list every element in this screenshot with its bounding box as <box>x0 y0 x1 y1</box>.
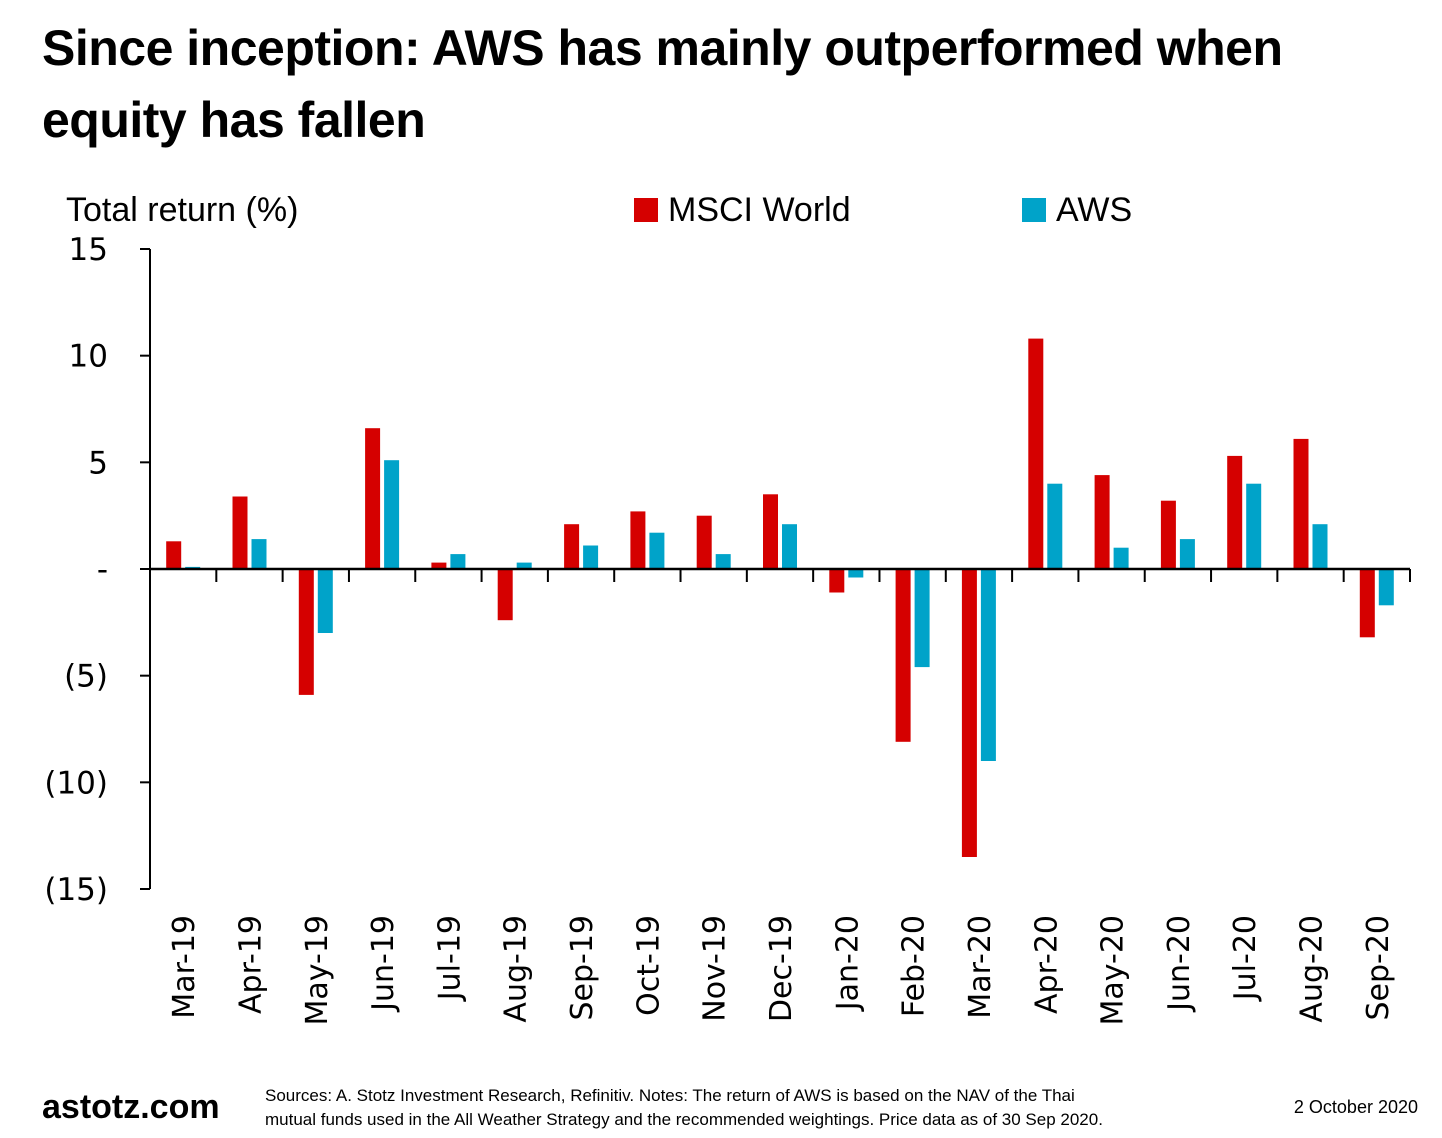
bar-msci-world-jul-19 <box>431 562 447 569</box>
chart-title: Since inception: AWS has mainly outperfo… <box>42 20 1283 148</box>
bar-msci-world-aug-19 <box>497 569 513 621</box>
source-notes-line-1: Sources: A. Stotz Investment Research, R… <box>265 1086 1075 1105</box>
x-tick-label: Aug-19 <box>499 915 534 1023</box>
axes-layer <box>140 248 1411 890</box>
bar-aws-may-19 <box>317 569 333 633</box>
x-tick-label: Jul-20 <box>1228 915 1263 1002</box>
bar-msci-world-nov-19 <box>696 515 712 569</box>
x-tick-label: Oct-19 <box>631 915 666 1016</box>
x-tick-label: Mar-20 <box>963 915 998 1019</box>
bar-msci-world-mar-19 <box>166 541 182 569</box>
x-tick-label: Jun-20 <box>1162 915 1197 1013</box>
bar-msci-world-feb-20 <box>895 569 911 742</box>
bar-aws-sep-19 <box>583 545 599 569</box>
legend-label-aws: AWS <box>1056 191 1133 229</box>
y-tick-label: (10) <box>44 765 108 801</box>
bar-msci-world-jun-20 <box>1160 500 1176 569</box>
bar-msci-world-jul-20 <box>1227 455 1243 569</box>
bar-aws-aug-20 <box>1312 524 1328 569</box>
y-tick-label: 10 <box>69 339 108 375</box>
source-notes-line-2: mutual funds used in the All Weather Str… <box>265 1110 1103 1129</box>
bar-msci-world-apr-20 <box>1028 338 1044 569</box>
x-tick-label: Jul-19 <box>432 915 467 1002</box>
x-tick-label: Sep-19 <box>565 915 600 1021</box>
bar-aws-feb-20 <box>914 569 930 668</box>
bar-aws-apr-20 <box>1047 483 1063 569</box>
y-tick-label: 15 <box>69 232 108 268</box>
x-tick-labels: Mar-19 Apr-19 May-19 Jun-19 Jul-19 Aug-19 Sep-… <box>167 915 1396 1026</box>
bars-layer <box>166 338 1394 857</box>
bar-msci-world-jan-20 <box>829 569 845 593</box>
legend-item-msci-world: MSCI World <box>634 190 851 230</box>
y-tick-label: - <box>97 552 108 588</box>
bar-msci-world-oct-19 <box>630 511 646 569</box>
bar-aws-mar-20 <box>980 569 996 761</box>
bar-msci-world-dec-19 <box>763 494 778 569</box>
bar-msci-world-may-19 <box>298 569 314 695</box>
y-axis-label: Total return (%) <box>66 191 299 229</box>
bar-aws-jun-20 <box>1179 539 1195 569</box>
legend-swatch-aws <box>1022 198 1046 222</box>
x-tick-label: Sep-20 <box>1361 915 1396 1021</box>
bar-aws-sep-20 <box>1378 569 1394 606</box>
bar-msci-world-sep-20 <box>1359 569 1375 638</box>
y-tick-label: (15) <box>44 872 108 908</box>
y-tick-label: (5) <box>64 659 108 695</box>
bar-aws-oct-19 <box>649 532 665 569</box>
bar-aws-nov-19 <box>715 554 731 569</box>
bar-msci-world-mar-20 <box>961 569 977 857</box>
x-tick-label: Feb-20 <box>897 915 932 1017</box>
bar-msci-world-sep-19 <box>564 524 580 569</box>
source-notes: Sources: A. Stotz Investment Research, R… <box>265 1084 1255 1132</box>
x-tick-label: Jan-20 <box>830 915 865 1012</box>
x-tick-label: May-20 <box>1096 915 1131 1026</box>
y-tick-labels: 15 10 5 - (5) (10) (15) <box>44 232 108 908</box>
bar-msci-world-apr-19 <box>232 496 248 569</box>
x-tick-label: Dec-19 <box>764 915 799 1022</box>
bar-aws-dec-19 <box>782 524 797 569</box>
publication-date: 2 October 2020 <box>1293 1097 1418 1117</box>
x-tick-label: Aug-20 <box>1295 915 1330 1023</box>
bar-msci-world-aug-20 <box>1293 438 1309 569</box>
bar-aws-jan-20 <box>848 569 864 578</box>
bar-aws-apr-19 <box>251 539 267 569</box>
x-tick-label: May-19 <box>300 915 335 1026</box>
brand-logo-text: astotz.com <box>42 1088 220 1126</box>
bar-aws-may-20 <box>1113 547 1129 569</box>
bar-aws-aug-19 <box>516 562 532 569</box>
x-tick-label: Mar-19 <box>167 915 202 1019</box>
x-tick-label: Nov-19 <box>698 915 733 1022</box>
bar-aws-jul-20 <box>1246 483 1262 569</box>
legend-label-msci-world: MSCI World <box>668 191 851 229</box>
legend-swatch-msci-world <box>634 198 658 222</box>
legend-item-aws: AWS <box>1022 190 1132 230</box>
y-tick-label: 5 <box>88 445 108 481</box>
bar-aws-jun-19 <box>384 460 400 569</box>
x-tick-label: Jun-19 <box>366 915 401 1013</box>
bar-msci-world-may-20 <box>1094 475 1110 569</box>
x-tick-label: Apr-19 <box>234 915 269 1014</box>
bar-msci-world-jun-19 <box>365 428 381 569</box>
bar-aws-jul-19 <box>450 554 466 569</box>
x-tick-label: Apr-20 <box>1029 915 1064 1014</box>
